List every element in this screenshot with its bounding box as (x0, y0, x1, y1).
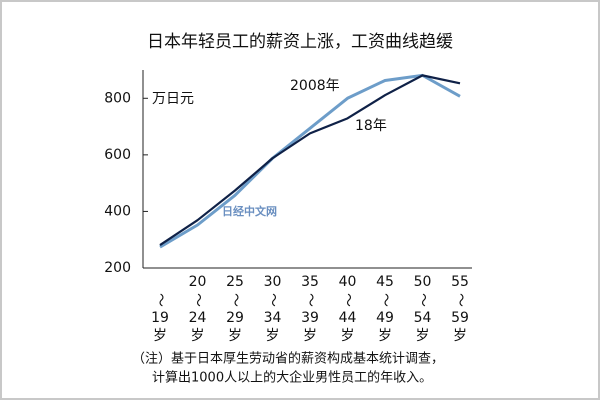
x-tick-label: 34 (264, 310, 282, 326)
note: （注）基于日本厚生劳动省的薪资构成基本统计调查， (132, 351, 444, 367)
x-tick-label: 25 (226, 274, 244, 290)
x-tick-label: 40 (339, 274, 357, 290)
x-tick-label: 岁 (191, 328, 205, 344)
x-tick-label: ～ (452, 293, 468, 307)
x-tick-label: 岁 (341, 328, 355, 344)
x-tick-label: 45 (376, 274, 394, 290)
x-tick-label: 24 (189, 310, 207, 326)
x-tick-label: ～ (152, 293, 168, 307)
chart-title: 日本年轻员工的薪资上涨，工资曲线趋缓 (147, 32, 453, 52)
series-label: 18年 (355, 118, 387, 134)
x-tick-label: ～ (227, 293, 243, 307)
x-tick-label: 55 (451, 274, 469, 290)
y-tick-label: 400 (104, 203, 131, 219)
x-tick-label: 35 (301, 274, 319, 290)
x-tick-label: 岁 (416, 328, 430, 344)
x-tick-label: 39 (301, 310, 319, 326)
x-tick-label: 50 (414, 274, 432, 290)
x-tick-label: 岁 (228, 328, 242, 344)
line (159, 74, 461, 247)
note: 计算出1000人以上的大企业男性员工的年收入。 (152, 370, 432, 386)
x-tick-label: 岁 (266, 328, 280, 344)
x-tick-label: 19 (151, 310, 169, 326)
x-tick-label: 岁 (303, 328, 317, 344)
line (159, 73, 461, 249)
watermark: 日经中文网 (222, 204, 277, 218)
x-tick-label: 44 (339, 310, 357, 326)
y-tick-label: 200 (104, 260, 131, 276)
x-tick-label: ～ (340, 293, 356, 307)
x-tick-label: 29 (226, 310, 244, 326)
x-tick-label: ～ (190, 293, 206, 307)
y-axis-label: 万日元 (152, 91, 194, 107)
x-tick-label: 20 (189, 274, 207, 290)
x-tick-label: ～ (265, 293, 281, 307)
x-tick-label: 49 (376, 310, 394, 326)
x-tick-label: ～ (377, 293, 393, 307)
x-tick-label: 59 (451, 310, 469, 326)
x-tick-label: 岁 (153, 328, 167, 344)
y-tick-label: 800 (104, 90, 131, 106)
x-tick-label: ～ (415, 293, 431, 307)
x-tick-label: 54 (414, 310, 432, 326)
series-label: 2008年 (290, 78, 340, 94)
x-tick-label: 岁 (378, 328, 392, 344)
y-tick-label: 600 (104, 147, 131, 163)
x-tick-label: ～ (302, 293, 318, 307)
x-tick-label: 岁 (453, 328, 467, 344)
x-tick-label: 30 (264, 274, 282, 290)
